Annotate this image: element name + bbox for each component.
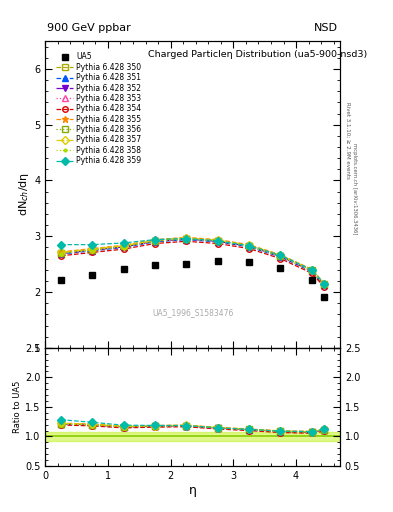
Bar [45,432,340,441]
Y-axis label: Ratio to UA5: Ratio to UA5 [13,381,22,433]
Y-axis label: dN$_{ch}$/dη: dN$_{ch}$/dη [17,173,31,217]
Text: Rivet 3.1.10; ≥ 2.9M events: Rivet 3.1.10; ≥ 2.9M events [345,102,350,179]
Text: 900 GeV ppbar: 900 GeV ppbar [47,23,131,33]
Text: UA5_1996_S1583476: UA5_1996_S1583476 [152,308,233,317]
Legend: UA5, Pythia 6.428 350, Pythia 6.428 351, Pythia 6.428 352, Pythia 6.428 353, Pyt: UA5, Pythia 6.428 350, Pythia 6.428 351,… [55,51,143,167]
X-axis label: η: η [189,483,196,497]
Text: Charged Particleη Distribution (ua5-900-nsd3): Charged Particleη Distribution (ua5-900-… [149,50,367,59]
Text: NSD: NSD [314,23,338,33]
Text: mcplots.cern.ch [arXiv:1306.3436]: mcplots.cern.ch [arXiv:1306.3436] [352,143,357,235]
